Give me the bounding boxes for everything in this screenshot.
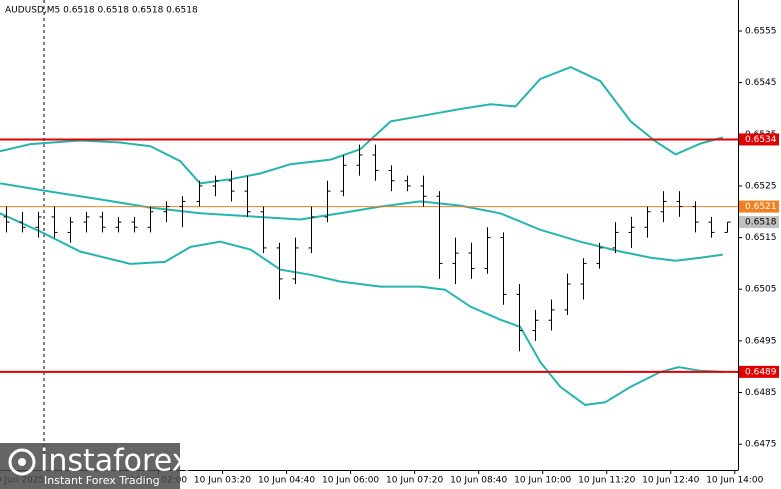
y-tick-label: 0.6495 xyxy=(745,336,777,346)
chart-title: AUDUSD,M5 0.6518 0.6518 0.6518 0.6518 xyxy=(5,6,198,16)
current-price-box xyxy=(739,216,779,229)
x-tick-label: 10 Jun 11:20 xyxy=(578,476,635,486)
y-tick-label: 0.6505 xyxy=(745,285,777,295)
y-tick-label: 0.6545 xyxy=(745,78,777,88)
level-label-box xyxy=(739,365,779,378)
level-label: 0.6534 xyxy=(745,135,777,145)
level-label-box xyxy=(739,133,779,146)
x-tick-label: 10 Jun 03:20 xyxy=(194,476,251,486)
logo-icon-core xyxy=(18,458,26,466)
logo-background xyxy=(0,443,180,489)
level-label: 0.6489 xyxy=(745,367,777,377)
logo-name: instaforex xyxy=(40,444,189,479)
y-tick-label: 0.6525 xyxy=(745,181,777,191)
band-line xyxy=(0,212,725,406)
level-label-box xyxy=(739,200,779,213)
y-tick-label: 0.6485 xyxy=(745,388,777,398)
x-tick-label: 10 Jun 10:00 xyxy=(514,476,571,486)
logo-icon xyxy=(8,448,36,476)
level-label: 0.6521 xyxy=(745,202,777,212)
x-tick-label: 10 Jun 14:00 xyxy=(706,476,763,486)
x-tick-label: 10 Jun 12:40 xyxy=(642,476,699,486)
band-line xyxy=(0,66,724,185)
y-tick-label: 0.6475 xyxy=(745,440,777,450)
x-tick-label: 10 Jun 06:00 xyxy=(322,476,379,486)
logo-tagline: Instant Forex Trading xyxy=(44,474,160,487)
y-tick-label: 0.6515 xyxy=(745,233,777,243)
plot-area xyxy=(0,0,738,470)
x-tick-label: 10 Jun 08:40 xyxy=(450,476,507,486)
y-tick-label: 0.6555 xyxy=(745,26,777,36)
x-tick-label: 10 Jun 07:20 xyxy=(386,476,443,486)
x-tick-label: 10 Jun 04:40 xyxy=(258,476,315,486)
logo: instaforex Instant Forex Trading xyxy=(0,443,189,489)
current-price-label: 0.6518 xyxy=(745,218,777,228)
